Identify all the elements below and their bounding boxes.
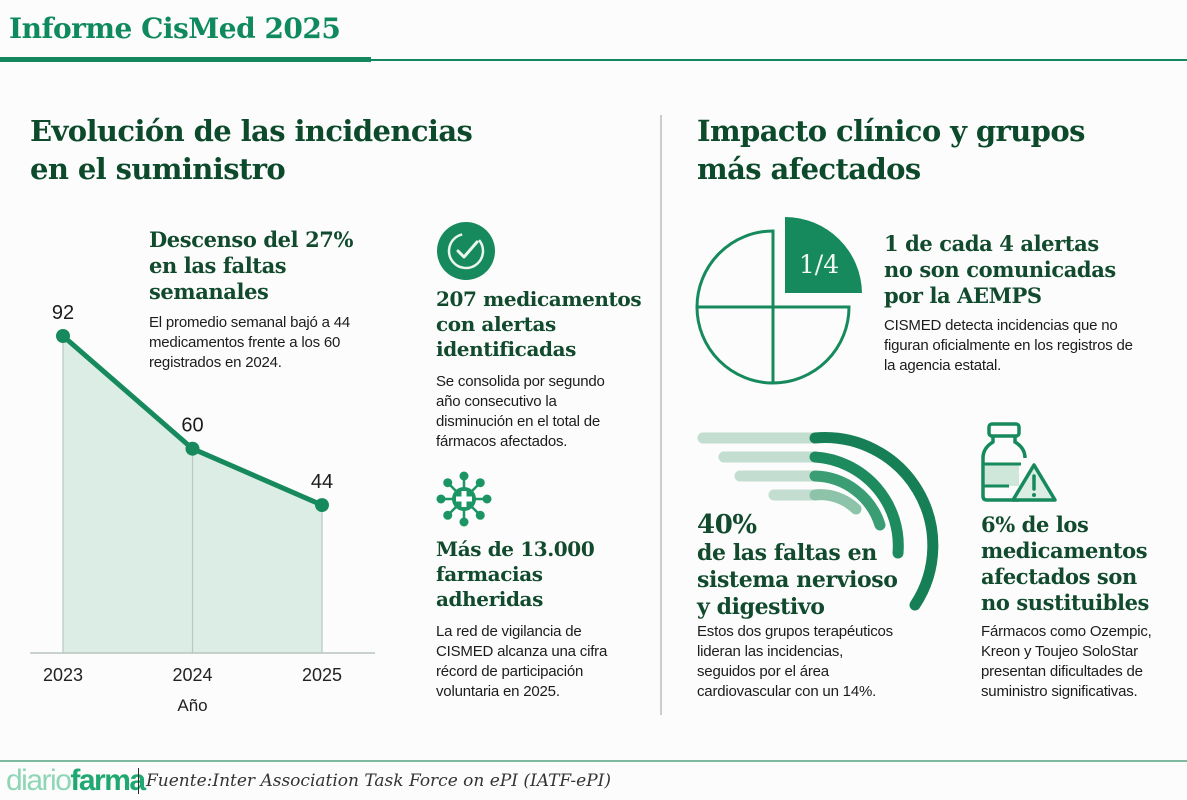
highlighted-quarter — [785, 217, 862, 293]
fraction-heading: 1 de cada 4 alertas no son comunicadas p… — [884, 231, 1116, 309]
chart-heading: Descenso del 27% en las faltas semanales — [149, 227, 353, 305]
stat-medicines-heading: 207 medicamentos con alertas identificad… — [436, 287, 642, 362]
heading-line: y digestivo — [697, 594, 825, 620]
pharmacy-network-icon — [436, 471, 492, 527]
heading-line: no son comunicadas — [884, 257, 1116, 282]
line-area-chart: 92 60 44 2023 2024 2025 Año — [30, 302, 375, 715]
text-line: cardiovascular con un 14%. — [697, 683, 877, 700]
heading-line: por la AEMPS — [884, 283, 1042, 308]
stat-pharmacies-text: La red de vigilancia de CISMED alcanza u… — [436, 622, 607, 702]
chart-description: El promedio semanal bajó a 44 medicament… — [149, 313, 350, 373]
percent-text: Estos dos grupos terapéuticos lideran la… — [697, 622, 893, 702]
text-line: figuran oficialmente en los registros de — [884, 337, 1133, 354]
chart-heading-line: Descenso del 27% — [149, 227, 354, 252]
text-line: Se consolida por segundo — [436, 373, 605, 390]
text-line: fármacos afectados. — [436, 433, 568, 450]
heading-line: identificadas — [436, 337, 577, 361]
stat-medicines-text: Se consolida por segundo año consecutivo… — [436, 372, 605, 452]
left-title-line: en el suministro — [30, 152, 286, 186]
x-tick-label: 2025 — [302, 665, 342, 685]
text-line: año consecutivo la — [436, 393, 557, 410]
heading-line: Más de 13.000 — [436, 537, 595, 561]
text-line: la agencia estatal. — [884, 357, 1002, 374]
text-line: récord de participación — [436, 663, 584, 680]
heading-line: farmacias — [436, 562, 543, 586]
heading-line: sistema nervioso — [697, 567, 898, 593]
text-line: La red de vigilancia de — [436, 623, 582, 640]
chart-data-label: 92 — [52, 302, 74, 324]
source-credit: Fuente:Inter Association Task Force on e… — [146, 771, 612, 791]
network-node — [459, 517, 469, 527]
concentric-arcs-icon — [697, 432, 939, 611]
x-tick-label: 2024 — [172, 665, 212, 685]
report-title: Informe CisMed 2025 — [9, 12, 341, 45]
network-node — [475, 478, 485, 488]
heading-line: adheridas — [436, 587, 543, 611]
x-tick-label: 2023 — [43, 665, 83, 685]
section-divider — [660, 115, 662, 715]
network-node — [459, 471, 469, 481]
footer-rule — [0, 760, 1187, 762]
chart-description-line: medicamentos frente a los 60 — [149, 334, 341, 351]
text-line: seguidos por el área — [697, 663, 829, 680]
header-rule — [371, 59, 1187, 61]
chart-data-point — [315, 498, 329, 513]
network-node — [436, 494, 446, 504]
chart-description-line: El promedio semanal bajó a 44 — [149, 314, 350, 331]
text-line: Kreon y Toujeo SoloStar — [981, 643, 1138, 660]
left-title-line: Evolución de las incidencias — [30, 114, 473, 148]
text-line: disminución en el total de — [436, 413, 601, 430]
logo-part-farma: farma — [70, 764, 146, 797]
fraction-label: 1/4 — [799, 250, 839, 279]
network-node — [443, 478, 453, 488]
nonsubstitutable-text: Fármacos como Ozempic, Kreon y Toujeo So… — [981, 622, 1152, 702]
diariofarma-logo[interactable]: diariofarma — [6, 763, 146, 799]
fraction-text: CISMED detecta incidencias que no figura… — [884, 316, 1133, 376]
quarter-pie-icon: 1/4 — [695, 217, 862, 385]
text-line: Estos dos grupos terapéuticos — [697, 623, 893, 640]
network-node — [482, 494, 492, 504]
right-title-line: más afectados — [697, 152, 921, 186]
heading-line: medicamentos — [981, 538, 1148, 563]
text-line: CISMED detecta incidencias que no — [884, 317, 1118, 334]
left-section-title: Evolución de las incidencias en el sumin… — [30, 112, 473, 188]
percent-heading: 40% de las faltas en sistema nervioso y … — [697, 510, 898, 621]
network-node — [475, 510, 485, 520]
percent-value: 40% — [697, 510, 757, 540]
chart-heading-line: semanales — [149, 279, 269, 304]
chart-data-label: 60 — [181, 415, 203, 437]
heading-line: 207 medicamentos — [436, 287, 642, 311]
text-line: voluntaria en 2025. — [436, 683, 560, 700]
network-node — [443, 510, 453, 520]
text-line: lideran las incidencias, — [697, 643, 844, 660]
stat-pharmacies-heading: Más de 13.000 farmacias adheridas — [436, 537, 595, 612]
medicine-bottle-warning-icon — [981, 422, 1057, 502]
right-section-title: Impacto clínico y grupos más afectados — [697, 112, 1085, 188]
text-line: Fármacos como Ozempic, — [981, 623, 1152, 640]
text-line: suministro significativas. — [981, 683, 1138, 700]
check-circle-icon — [437, 222, 495, 280]
chart-description-line: registrados en 2024. — [149, 354, 282, 371]
heading-line: 6% de los — [981, 512, 1089, 537]
heading-line: afectados son — [981, 564, 1137, 589]
heading-line: 1 de cada 4 alertas — [884, 231, 1099, 256]
text-line: presentan dificultades de — [981, 663, 1143, 680]
header-rule-accent — [0, 57, 371, 62]
logo-part-diario: diario — [6, 764, 72, 797]
chart-data-point — [185, 441, 200, 456]
chart-data-point — [56, 329, 70, 343]
chart-heading-line: en las faltas — [149, 253, 287, 278]
x-axis-label: Año — [177, 696, 207, 715]
heading-line: con alertas — [436, 312, 556, 336]
nonsubstitutable-heading: 6% de los medicamentos afectados son no … — [981, 512, 1149, 616]
footer-separator — [138, 768, 139, 794]
heading-line: no sustituibles — [981, 590, 1149, 615]
heading-line: de las faltas en — [697, 540, 877, 566]
right-title-line: Impacto clínico y grupos — [697, 114, 1085, 148]
chart-data-label: 44 — [311, 471, 333, 493]
text-line: CISMED alcanza una cifra — [436, 643, 608, 660]
